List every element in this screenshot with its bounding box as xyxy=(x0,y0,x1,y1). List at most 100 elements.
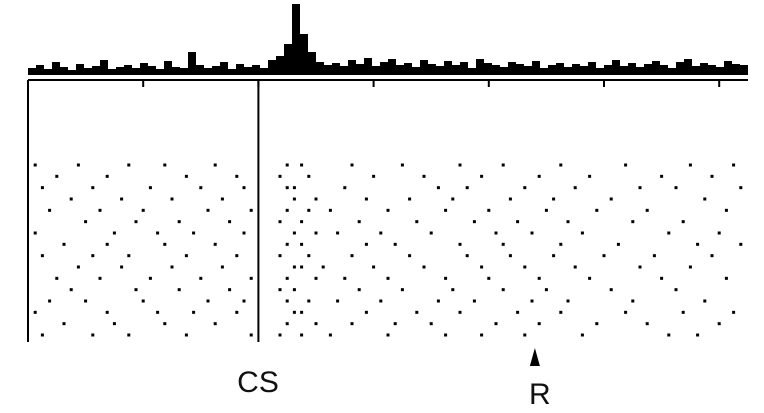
histogram-bar xyxy=(452,65,460,74)
spike xyxy=(235,254,239,258)
spike xyxy=(206,299,210,303)
spike xyxy=(465,186,469,190)
histogram-bar xyxy=(468,68,476,74)
spike xyxy=(465,254,469,258)
spike xyxy=(69,197,73,201)
spike xyxy=(285,299,289,303)
spike xyxy=(364,197,368,201)
spike xyxy=(127,254,131,258)
spike xyxy=(105,174,109,178)
spike xyxy=(242,299,246,303)
histogram-bar xyxy=(516,64,524,74)
histogram-bar xyxy=(396,65,404,74)
spike xyxy=(84,220,88,224)
histogram-bar xyxy=(580,66,588,74)
spike xyxy=(242,186,246,190)
spike xyxy=(127,163,131,167)
histogram-bar xyxy=(708,65,716,74)
spike xyxy=(98,276,102,280)
spike xyxy=(559,242,563,246)
spike xyxy=(674,288,678,292)
spike xyxy=(285,186,289,190)
spike xyxy=(595,208,599,212)
spike xyxy=(681,220,685,224)
histogram-bar xyxy=(420,60,428,74)
histogram-bar xyxy=(388,59,396,74)
histogram-bar xyxy=(268,60,276,74)
spike xyxy=(206,208,210,212)
spike xyxy=(285,276,289,280)
spike xyxy=(386,208,390,212)
spike xyxy=(156,310,160,314)
histogram-bar xyxy=(508,62,516,74)
histogram-bar xyxy=(540,68,548,74)
spike xyxy=(134,220,138,224)
histogram-bar xyxy=(220,62,228,74)
spike xyxy=(523,265,527,269)
histogram-bar xyxy=(52,62,60,74)
spike xyxy=(537,322,541,326)
histogram-bar xyxy=(684,59,692,74)
spike xyxy=(300,220,304,224)
histogram-bar xyxy=(204,68,212,74)
spike xyxy=(415,220,419,224)
spike xyxy=(602,254,606,258)
spike xyxy=(739,186,743,190)
spike xyxy=(156,231,160,235)
spike xyxy=(645,208,649,212)
spike xyxy=(285,322,289,326)
spike xyxy=(386,333,390,337)
histogram-bar xyxy=(628,63,636,74)
histogram-bar xyxy=(276,56,284,74)
spike xyxy=(393,322,397,326)
histogram-bar xyxy=(324,65,332,74)
spike xyxy=(314,197,318,201)
histogram-bar xyxy=(548,65,556,74)
spike xyxy=(33,163,37,167)
r-marker xyxy=(529,348,540,366)
spike xyxy=(285,163,289,167)
spike xyxy=(638,186,642,190)
spike xyxy=(444,208,448,212)
spike xyxy=(681,310,685,314)
spike xyxy=(300,310,304,314)
spike xyxy=(451,288,455,292)
histogram-bar xyxy=(412,67,420,74)
spike xyxy=(609,197,613,201)
spike xyxy=(436,186,440,190)
histogram-bar xyxy=(492,65,500,74)
histogram-bar xyxy=(100,60,108,74)
spike xyxy=(177,220,181,224)
spike xyxy=(624,163,628,167)
histogram-bar xyxy=(716,67,724,74)
spike xyxy=(336,299,340,303)
spike xyxy=(588,276,592,280)
spike xyxy=(422,265,426,269)
cs-label: CS xyxy=(237,366,279,399)
spike xyxy=(444,333,448,337)
spike xyxy=(357,220,361,224)
spike xyxy=(501,163,505,167)
spike xyxy=(163,163,167,167)
histogram-bar xyxy=(652,61,660,74)
spike xyxy=(444,276,448,280)
spike xyxy=(386,276,390,280)
spike xyxy=(372,174,376,178)
spike xyxy=(76,163,80,167)
spike xyxy=(228,220,232,224)
spike xyxy=(120,197,124,201)
spike xyxy=(429,322,433,326)
spike xyxy=(350,254,354,258)
spike xyxy=(364,310,368,314)
histogram-bar xyxy=(484,63,492,74)
spike xyxy=(314,322,318,326)
spike xyxy=(458,242,462,246)
histogram-bar xyxy=(372,66,380,74)
spike xyxy=(703,299,707,303)
spike xyxy=(292,310,296,314)
spike xyxy=(523,186,527,190)
histogram-bar xyxy=(124,65,132,74)
spike xyxy=(40,186,44,190)
spike xyxy=(609,288,613,292)
